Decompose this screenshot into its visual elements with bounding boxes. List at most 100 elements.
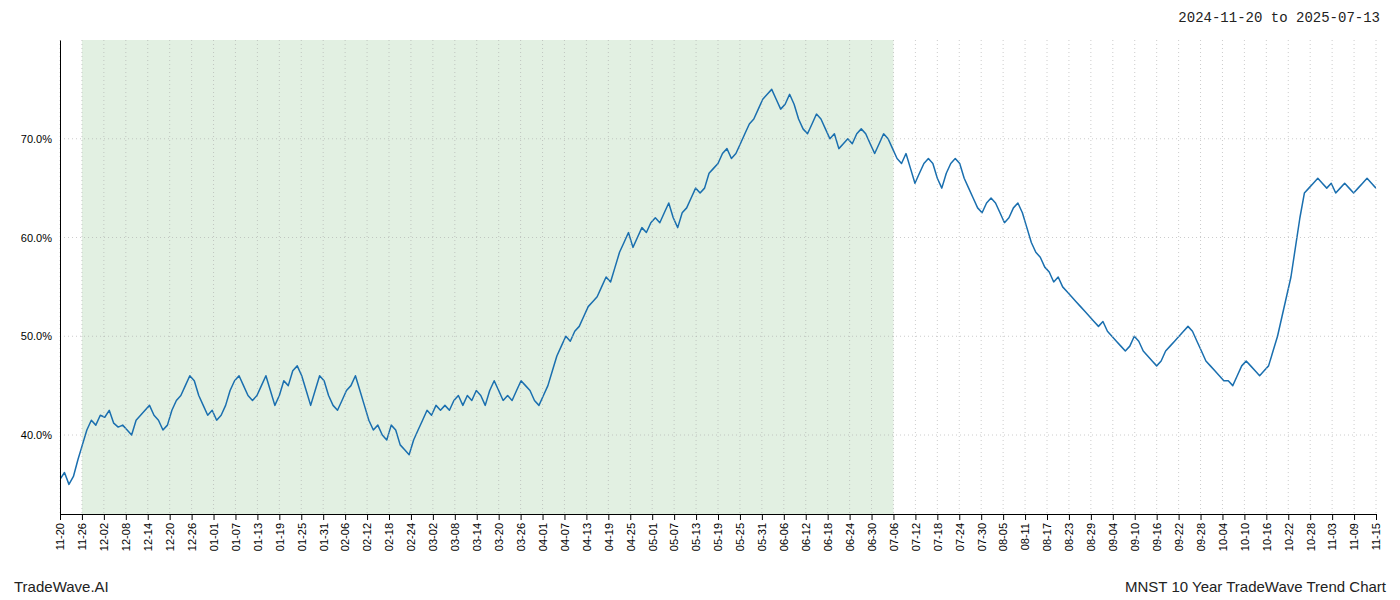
x-tick-label: 06-24 (844, 523, 856, 551)
grid-line (389, 40, 390, 514)
x-tick-mark (82, 514, 83, 520)
x-tick-mark (762, 514, 763, 520)
x-tick-mark (1288, 514, 1289, 520)
grid-line (827, 40, 828, 514)
x-tick: 04-01 (537, 514, 549, 551)
x-tick: 06-24 (844, 514, 856, 551)
chart: 40.0%50.0%60.0%70.0%11-2011-2612-0212-08… (0, 0, 1400, 600)
x-tick-label: 10-22 (1283, 523, 1295, 551)
x-tick-mark (1113, 514, 1114, 520)
x-tick-label: 12-26 (186, 523, 198, 551)
x-tick-mark (192, 514, 193, 520)
x-tick-mark (301, 514, 302, 520)
x-tick-mark (1244, 514, 1245, 520)
x-tick-mark (1201, 514, 1202, 520)
x-tick-label: 08-23 (1063, 523, 1075, 551)
x-tick-label: 02-24 (405, 523, 417, 551)
x-tick-mark (1222, 514, 1223, 520)
y-tick: 60.0% (21, 232, 60, 244)
grid-line (191, 40, 192, 514)
x-tick: 09-16 (1151, 514, 1163, 551)
x-tick-label: 11-09 (1348, 523, 1360, 550)
x-tick: 05-07 (668, 514, 680, 551)
x-tick-mark (433, 514, 434, 520)
x-tick: 08-29 (1085, 514, 1097, 551)
grid-line (1332, 40, 1333, 514)
grid-line (410, 40, 411, 514)
grid-line (147, 40, 148, 514)
x-tick: 01-19 (274, 514, 286, 551)
x-tick-mark (499, 514, 500, 520)
x-tick-label: 12-20 (164, 523, 176, 551)
grid-line (608, 40, 609, 514)
x-tick-mark (981, 514, 982, 520)
x-tick-label: 06-30 (866, 523, 878, 551)
grid-line (279, 40, 280, 514)
grid-line (454, 40, 455, 514)
x-tick: 01-01 (208, 514, 220, 551)
x-tick: 11-20 (54, 514, 66, 550)
x-tick-mark (828, 514, 829, 520)
grid-line (1354, 40, 1355, 514)
x-tick-label: 12-02 (98, 523, 110, 551)
x-tick-label: 09-04 (1107, 523, 1119, 551)
x-tick: 03-02 (427, 514, 439, 551)
annotation: TradeWave.AI (14, 578, 109, 595)
grid-line (564, 40, 565, 514)
grid-line (981, 40, 982, 514)
x-tick: 12-14 (142, 514, 154, 551)
x-tick-label: 01-07 (230, 523, 242, 551)
x-tick-mark (1091, 514, 1092, 520)
grid-line (1310, 40, 1311, 514)
x-tick: 01-07 (230, 514, 242, 551)
x-tick-label: 12-14 (142, 523, 154, 551)
x-tick: 05-19 (712, 514, 724, 551)
x-tick: 10-22 (1283, 514, 1295, 551)
x-tick-mark (1157, 514, 1158, 520)
x-tick-mark (959, 514, 960, 520)
x-tick: 03-20 (493, 514, 505, 551)
x-tick-label: 06-06 (778, 523, 790, 551)
x-tick-mark (1354, 514, 1355, 520)
x-tick-mark (806, 514, 807, 520)
grid-line (1200, 40, 1201, 514)
x-tick: 08-05 (997, 514, 1009, 551)
x-axis-line (61, 515, 1377, 521)
grid-line (81, 40, 82, 514)
x-tick-label: 10-10 (1239, 523, 1251, 551)
x-tick: 11-03 (1326, 514, 1338, 550)
y-tick-label: 70.0% (21, 133, 52, 145)
x-tick: 11-09 (1348, 514, 1360, 550)
x-tick: 08-11 (1019, 514, 1031, 550)
grid-line (696, 40, 697, 514)
grid-line (257, 40, 258, 514)
x-tick-mark (389, 514, 390, 520)
x-tick-label: 06-18 (822, 523, 834, 551)
x-tick-mark (1376, 514, 1377, 520)
grid-line (1244, 40, 1245, 514)
x-tick: 03-14 (471, 514, 483, 551)
x-tick-label: 05-19 (712, 523, 724, 551)
x-tick-label: 07-30 (976, 523, 988, 551)
x-tick-mark (411, 514, 412, 520)
x-tick: 12-26 (186, 514, 198, 551)
grid-line (915, 40, 916, 514)
x-tick: 02-06 (339, 514, 351, 551)
x-tick-mark (652, 514, 653, 520)
x-tick-mark (1310, 514, 1311, 520)
x-tick-mark (104, 514, 105, 520)
y-axis: 40.0%50.0%60.0%70.0% (21, 41, 61, 515)
x-tick: 09-04 (1107, 514, 1119, 551)
x-tick-label: 02-06 (339, 523, 351, 551)
x-tick-label: 01-25 (296, 523, 308, 551)
grid-line (652, 40, 653, 514)
y-tick-label: 40.0% (21, 429, 52, 441)
x-tick: 06-18 (822, 514, 834, 551)
x-tick-label: 07-06 (888, 523, 900, 551)
x-tick-label: 10-16 (1261, 523, 1273, 551)
x-tick-mark (257, 514, 258, 520)
x-tick: 05-25 (734, 514, 746, 551)
x-tick-label: 11-03 (1326, 523, 1338, 550)
x-tick-mark (279, 514, 280, 520)
x-tick-mark (170, 514, 171, 520)
